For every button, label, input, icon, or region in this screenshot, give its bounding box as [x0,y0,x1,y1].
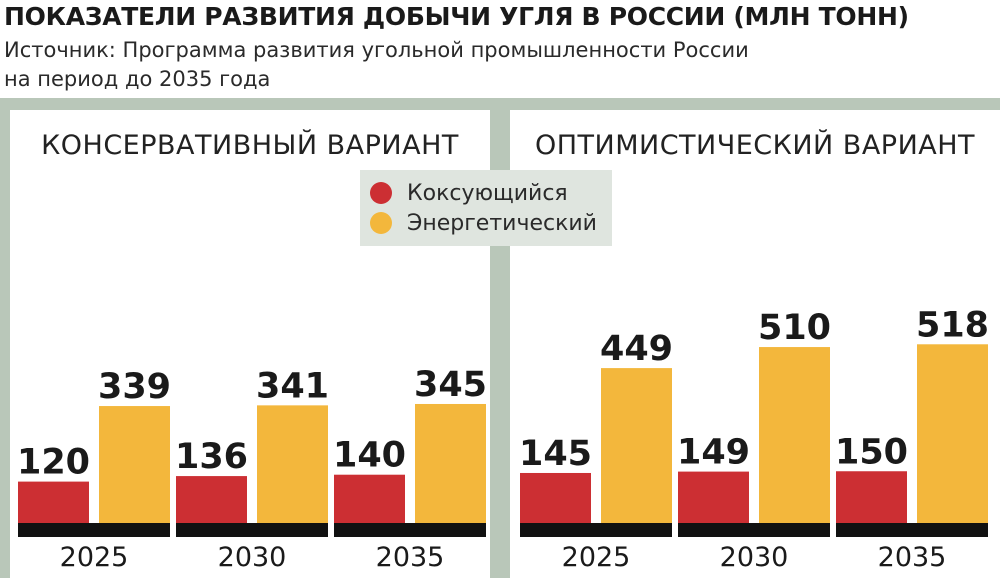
data-label-energy-2035-chart1: 345 [414,365,487,405]
axis-baseline-2025-chart2 [520,523,672,537]
chart-title: ПОКАЗАТЕЛИ РАЗВИТИЯ ДОБЫЧИ УГЛЯ В РОССИИ… [4,2,909,31]
bar-coking-2030-chart1 [176,476,247,523]
bar-coking-2025-chart2 [520,472,591,523]
data-label-coking-2030-chart1: 136 [175,437,248,477]
data-label-energy-2025-chart2: 449 [600,329,673,369]
legend: Коксующийся Энергетический [360,170,612,246]
conservative-panel-title: КОНСЕРВАТИВНЫЙ ВАРИАНТ [41,130,459,161]
bar-energy-2030-chart1 [257,405,328,523]
source-line-2: на период до 2035 года [4,67,271,91]
legend-item-coking: Коксующийся [370,178,568,208]
data-label-energy-2030-chart1: 341 [256,366,329,406]
axis-baseline-2035-chart1 [334,523,486,537]
bar-coking-2025-chart1 [18,481,89,523]
bar-energy-2035-chart2 [917,344,988,523]
x-tick-label-2025-chart1: 2025 [60,542,129,573]
x-tick-label-2035-chart2: 2035 [878,542,947,573]
data-label-energy-2030-chart2: 510 [758,308,831,348]
data-label-coking-2035-chart1: 140 [333,436,406,476]
data-label-energy-2025-chart1: 339 [98,367,171,407]
bar-coking-2030-chart2 [678,471,749,523]
axis-baseline-2030-chart1 [176,523,328,537]
axis-baseline-2030-chart2 [678,523,830,537]
bar-coking-2035-chart2 [836,471,907,523]
legend-label-coking: Коксующийся [407,180,568,206]
data-label-energy-2035-chart2: 518 [916,305,989,345]
source-line-1: Источник: Программа развития угольной пр… [4,38,749,62]
bar-coking-2035-chart1 [334,474,405,523]
legend-label-energy: Энергетический [407,210,597,236]
legend-swatch-energy [370,212,392,234]
x-tick-label-2030-chart1: 2030 [218,542,287,573]
data-label-coking-2025-chart1: 120 [17,443,90,483]
data-label-coking-2030-chart2: 149 [677,433,750,473]
legend-item-energy: Энергетический [370,208,597,238]
data-label-coking-2035-chart2: 150 [835,432,908,472]
bar-energy-2025-chart2 [601,368,672,523]
x-tick-label-2025-chart2: 2025 [562,542,631,573]
bar-energy-2035-chart1 [415,403,486,523]
x-tick-label-2035-chart1: 2035 [376,542,445,573]
chart-source: Источник: Программа развития угольной пр… [4,36,904,94]
bar-energy-2030-chart2 [759,347,830,523]
legend-swatch-coking [370,182,392,204]
x-tick-label-2030-chart2: 2030 [720,542,789,573]
bar-energy-2025-chart1 [99,406,170,523]
optimistic-panel-title: ОПТИМИСТИЧЕСКИЙ ВАРИАНТ [534,130,976,161]
axis-baseline-2025-chart1 [18,523,170,537]
conservative-panel: КОНСЕРВАТИВНЫЙ ВАРИАНТ [10,110,490,578]
axis-baseline-2035-chart2 [836,523,988,537]
data-label-coking-2025-chart2: 145 [519,434,592,474]
